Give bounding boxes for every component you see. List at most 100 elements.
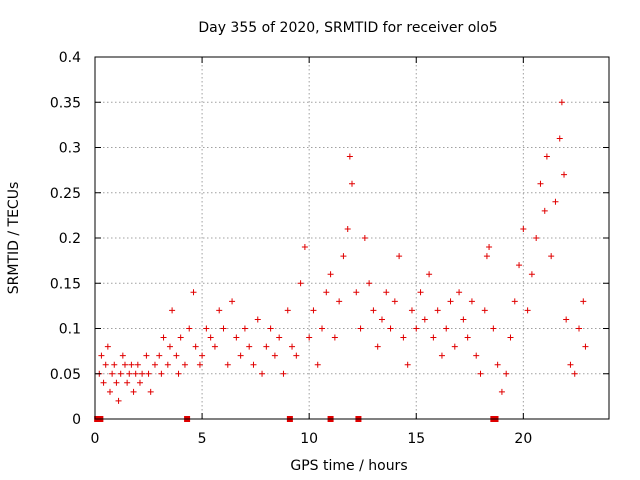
- data-point: [353, 289, 360, 296]
- data-point: [199, 352, 206, 359]
- data-point: [310, 307, 317, 314]
- x-axis-label: GPS time / hours: [290, 458, 407, 474]
- data-point: [582, 343, 589, 350]
- data-point: [408, 307, 415, 314]
- data-point: [374, 343, 381, 350]
- data-point: [139, 370, 146, 377]
- data-point: [383, 289, 390, 296]
- data-point: [541, 207, 548, 214]
- data-point: [241, 325, 248, 332]
- data-point: [483, 253, 490, 260]
- data-point: [224, 361, 231, 368]
- data-point: [537, 180, 544, 187]
- data-point: [192, 343, 199, 350]
- data-point: [98, 352, 105, 359]
- data-point: [306, 334, 313, 341]
- data-point: [319, 325, 326, 332]
- data-point: [503, 370, 510, 377]
- grid-lines: [95, 57, 609, 419]
- data-point: [533, 235, 540, 241]
- data-point: [117, 370, 124, 377]
- y-tick-label: 0.35: [50, 95, 81, 111]
- data-point: [126, 370, 133, 377]
- data-point: [400, 334, 407, 341]
- y-tick-label: 0.25: [50, 186, 81, 202]
- data-point: [576, 325, 583, 332]
- data-point: [404, 361, 411, 368]
- data-point: [297, 280, 304, 287]
- data-point: [443, 325, 450, 332]
- axis-ticks: [94, 56, 609, 420]
- data-point: [556, 135, 563, 142]
- data-point: [220, 325, 227, 332]
- data-point: [366, 280, 373, 287]
- data-point: [246, 343, 253, 350]
- data-point: [344, 225, 351, 232]
- data-point: [136, 379, 143, 386]
- data-point: [331, 334, 338, 341]
- data-point: [511, 298, 518, 305]
- data-point: [132, 370, 139, 377]
- data-point: [516, 262, 523, 269]
- data-point: [561, 171, 568, 178]
- data-point: [340, 253, 347, 260]
- x-tick-labels: 0 5 10 15 20: [91, 431, 533, 447]
- data-point: [378, 316, 385, 323]
- y-tick-label: 0.05: [50, 367, 81, 383]
- data-point: [173, 352, 180, 359]
- data-point: [181, 361, 188, 368]
- data-point: [115, 397, 122, 404]
- data-point: [456, 289, 463, 296]
- x-tick-label: 0: [91, 431, 100, 447]
- data-point: [276, 334, 283, 341]
- data-point: [237, 352, 244, 359]
- data-point: [280, 370, 287, 377]
- data-point: [134, 361, 141, 368]
- data-point: [216, 307, 223, 314]
- data-point: [289, 343, 296, 350]
- data-point: [548, 253, 555, 260]
- x-tick-label: 15: [407, 431, 425, 447]
- data-point: [563, 316, 570, 323]
- data-point: [124, 379, 131, 386]
- data-point: [567, 361, 574, 368]
- data-point: [387, 325, 394, 332]
- data-point: [314, 361, 321, 368]
- data-point: [571, 370, 578, 377]
- data-point: [507, 334, 514, 341]
- data-point: [396, 253, 403, 260]
- data-point: [528, 271, 535, 278]
- data-point: [211, 343, 218, 350]
- data-point: [473, 352, 480, 359]
- data-point: [494, 361, 501, 368]
- data-point: [468, 298, 475, 305]
- data-point: [267, 325, 274, 332]
- x-tick-label: 10: [300, 431, 318, 447]
- data-point: [417, 289, 424, 296]
- data-point: [203, 325, 210, 332]
- data-point: [196, 361, 203, 368]
- data-point: [481, 307, 488, 314]
- data-point: [207, 334, 214, 341]
- x-tick-label: 20: [514, 431, 532, 447]
- data-point: [169, 307, 176, 314]
- data-point: [119, 352, 126, 359]
- data-point: [104, 343, 111, 350]
- data-point: [100, 379, 107, 386]
- data-point: [486, 244, 493, 251]
- y-axis-label: SRMTID / TECUs: [6, 182, 22, 295]
- data-point: [361, 235, 368, 241]
- data-point: [520, 225, 527, 232]
- y-tick-label: 0.4: [59, 50, 81, 66]
- data-point: [250, 361, 257, 368]
- y-tick-label: 0.3: [59, 141, 81, 157]
- data-point: [552, 198, 559, 205]
- data-point: [498, 388, 505, 395]
- data-point: [177, 334, 184, 341]
- data-point: [143, 352, 150, 359]
- data-point: [102, 361, 109, 368]
- data-point: [229, 298, 236, 305]
- data-point: [113, 379, 120, 386]
- data-point: [336, 298, 343, 305]
